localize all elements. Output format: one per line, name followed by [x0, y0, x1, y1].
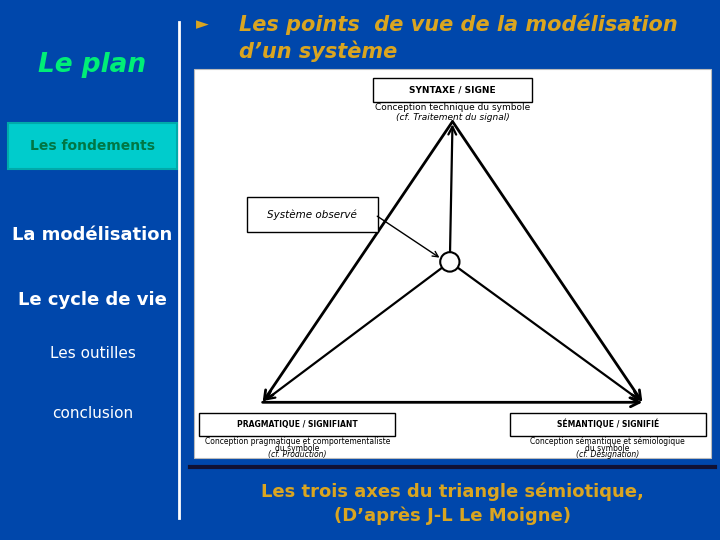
Text: Le cycle de vie: Le cycle de vie [18, 291, 167, 309]
FancyBboxPatch shape [374, 78, 531, 102]
Text: (cf. Désignation): (cf. Désignation) [576, 450, 639, 460]
Text: Conception sémantique et sémiologique: Conception sémantique et sémiologique [531, 437, 685, 447]
FancyBboxPatch shape [510, 413, 706, 436]
Text: conclusion: conclusion [52, 406, 133, 421]
Text: Conception technique du symbole: Conception technique du symbole [375, 104, 530, 112]
FancyBboxPatch shape [199, 413, 395, 436]
Text: (cf. Production): (cf. Production) [268, 450, 327, 459]
Text: du symbole: du symbole [585, 444, 630, 453]
Text: Le plan: Le plan [38, 52, 147, 78]
Text: (D’après J-L Le Moigne): (D’après J-L Le Moigne) [334, 507, 571, 525]
Text: ►: ► [196, 15, 209, 33]
Text: Conception pragmatique et comportementaliste: Conception pragmatique et comportemental… [204, 437, 390, 446]
FancyBboxPatch shape [9, 123, 176, 168]
Text: du symbole: du symbole [275, 444, 320, 453]
Text: Les outilles: Les outilles [50, 346, 135, 361]
Text: PRAGMATIQUE / SIGNIFIANT: PRAGMATIQUE / SIGNIFIANT [237, 420, 358, 429]
Text: Les fondements: Les fondements [30, 139, 155, 153]
Text: Système observé: Système observé [267, 210, 357, 220]
FancyBboxPatch shape [246, 197, 377, 232]
Text: La modélisation: La modélisation [12, 226, 173, 244]
Text: d’un système: d’un système [238, 40, 397, 62]
Text: SYNTAXE / SIGNE: SYNTAXE / SIGNE [409, 85, 496, 94]
Text: Les trois axes du triangle sémiotique,: Les trois axes du triangle sémiotique, [261, 482, 644, 501]
Text: SÉMANTIQUE / SIGNIFIÉ: SÉMANTIQUE / SIGNIFIÉ [557, 420, 659, 429]
Text: (cf. Traitement du signal): (cf. Traitement du signal) [396, 113, 509, 122]
Text: Les points  de vue de la modélisation: Les points de vue de la modélisation [238, 14, 678, 35]
Circle shape [440, 252, 459, 272]
FancyBboxPatch shape [194, 69, 711, 458]
